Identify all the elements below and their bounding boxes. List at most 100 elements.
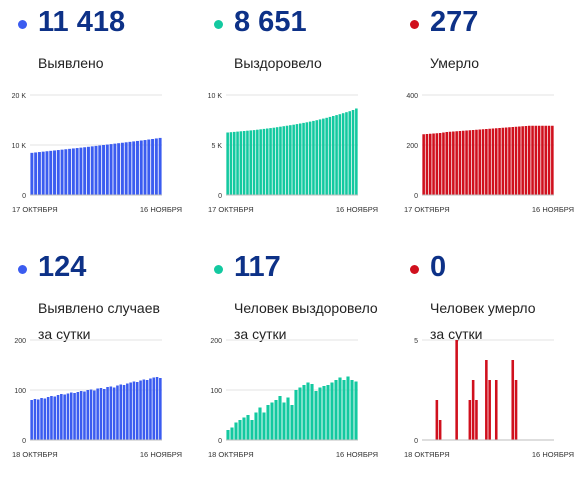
bar bbox=[36, 399, 40, 440]
bar bbox=[43, 398, 47, 440]
bar bbox=[285, 125, 289, 195]
bar bbox=[282, 402, 286, 440]
label-line: за сутки bbox=[38, 326, 91, 342]
bar bbox=[322, 118, 325, 195]
big-number: 11 418 bbox=[38, 6, 126, 38]
bar bbox=[275, 127, 279, 195]
bar bbox=[445, 132, 449, 195]
mini-bar-chart: 0 5 K 10 K 17 ОКТЯБРЯ 16 НОЯБРЯ bbox=[208, 93, 378, 214]
y-tick-label: 0 bbox=[218, 193, 222, 200]
y-tick-label: 0 bbox=[22, 438, 26, 445]
series-dot bbox=[18, 20, 27, 29]
bar bbox=[239, 131, 243, 195]
bar bbox=[471, 380, 475, 440]
bar bbox=[351, 110, 355, 195]
bar bbox=[315, 120, 319, 195]
bar bbox=[234, 422, 238, 440]
bar bbox=[461, 130, 465, 195]
x-tick-label: 16 НОЯБРЯ bbox=[532, 450, 574, 459]
bar bbox=[145, 380, 149, 440]
bar bbox=[428, 133, 432, 195]
bar bbox=[541, 125, 544, 195]
series-dot bbox=[214, 20, 223, 29]
bar bbox=[79, 147, 83, 195]
bar bbox=[468, 130, 472, 195]
bar bbox=[478, 129, 482, 195]
bar bbox=[310, 384, 314, 440]
y-tick-label: 5 bbox=[414, 338, 418, 345]
bar bbox=[298, 123, 302, 195]
x-tick-label: 18 ОКТЯБРЯ bbox=[404, 450, 450, 459]
panel-recovered: 8 651 Выздоровело 0 5 K 10 K 17 ОКТЯБРЯ 16 Н… bbox=[196, 0, 392, 235]
bar bbox=[136, 140, 139, 195]
panel-label: Человек выздоровело за сутки bbox=[234, 295, 389, 347]
bar bbox=[256, 129, 259, 195]
bar bbox=[302, 385, 306, 440]
bar bbox=[53, 396, 57, 440]
bar bbox=[56, 395, 60, 440]
bar bbox=[93, 390, 96, 440]
bar bbox=[422, 134, 425, 195]
bar bbox=[249, 130, 253, 195]
bar bbox=[159, 378, 162, 440]
bar bbox=[94, 145, 98, 195]
bar bbox=[83, 391, 86, 440]
bar bbox=[348, 111, 352, 195]
bar bbox=[322, 386, 326, 440]
bar bbox=[64, 149, 68, 195]
bar bbox=[129, 382, 132, 440]
bar bbox=[318, 387, 322, 440]
bar bbox=[494, 128, 498, 195]
bar bbox=[488, 380, 491, 440]
bar bbox=[242, 131, 246, 195]
bar bbox=[514, 126, 518, 195]
bar bbox=[122, 385, 126, 440]
bar bbox=[531, 125, 534, 195]
bar bbox=[119, 384, 123, 440]
mini-bar-chart: 0 100 200 18 ОКТЯБРЯ 16 НОЯБРЯ bbox=[208, 338, 378, 459]
bar bbox=[132, 381, 136, 440]
y-tick-label: 0 bbox=[218, 438, 222, 445]
bar bbox=[40, 398, 43, 440]
series-dot bbox=[214, 265, 223, 274]
bar bbox=[294, 390, 298, 440]
bar bbox=[151, 139, 155, 195]
bar bbox=[455, 131, 458, 195]
bar bbox=[432, 133, 435, 195]
bar bbox=[126, 383, 129, 440]
bar bbox=[425, 134, 429, 195]
bar bbox=[142, 379, 146, 440]
x-tick-label: 16 НОЯБРЯ bbox=[336, 205, 378, 214]
bar bbox=[229, 132, 233, 195]
bar bbox=[41, 151, 45, 195]
y-tick-label: 0 bbox=[22, 193, 26, 200]
bar bbox=[448, 131, 452, 195]
bar bbox=[279, 126, 282, 195]
bar bbox=[56, 150, 60, 195]
bar bbox=[527, 125, 531, 195]
bar bbox=[230, 427, 234, 440]
bar bbox=[338, 114, 342, 195]
x-tick-label: 18 ОКТЯБРЯ bbox=[208, 450, 254, 459]
panel-label: Выявлено bbox=[38, 50, 193, 76]
bar bbox=[278, 396, 282, 440]
bar bbox=[252, 130, 256, 195]
bar bbox=[242, 417, 246, 440]
bar bbox=[465, 130, 468, 195]
bar bbox=[318, 119, 322, 195]
bar bbox=[79, 391, 83, 440]
bar bbox=[455, 340, 458, 440]
bar bbox=[488, 128, 491, 195]
panel-label: Человек умерло за сутки bbox=[430, 295, 585, 347]
bar bbox=[485, 129, 488, 195]
bar bbox=[471, 130, 475, 195]
panel-recovered-daily: 117 Человек выздоровело за сутки 0 100 200… bbox=[196, 245, 392, 480]
bar bbox=[158, 137, 162, 195]
bar bbox=[135, 382, 139, 440]
bar bbox=[262, 412, 266, 440]
bar bbox=[485, 360, 488, 440]
bar bbox=[314, 391, 318, 440]
big-number: 124 bbox=[38, 251, 87, 283]
bar bbox=[68, 148, 72, 195]
bar bbox=[306, 382, 310, 440]
